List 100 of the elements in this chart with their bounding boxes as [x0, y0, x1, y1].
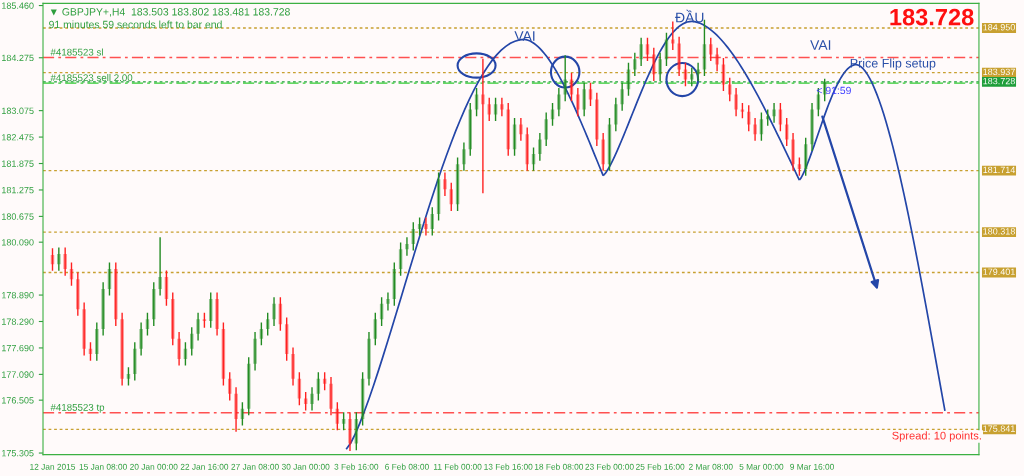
ref-line-label: 183.728 [983, 77, 1015, 85]
candlestick [424, 216, 428, 237]
candlestick [633, 51, 637, 77]
candlestick [443, 171, 447, 197]
x-tick-label: 6 Feb 08:00 [385, 463, 429, 470]
text: 91 minutes 59 seconds left to bar end [49, 20, 222, 29]
candlestick [63, 246, 67, 277]
candlestick [139, 321, 143, 357]
y-tick-label: 185.460 [2, 2, 34, 9]
candlestick [620, 81, 624, 112]
y-tick-label: 181.875 [2, 160, 34, 167]
y-tick-label: 178.290 [2, 318, 34, 325]
x-tick-label: 15 Jan 08:00 [79, 463, 127, 470]
candlestick [538, 132, 542, 162]
candlestick [272, 296, 276, 327]
y-tick-label: 180.675 [2, 213, 34, 220]
candlestick [291, 346, 295, 387]
candlestick [671, 20, 675, 51]
x-tick-label: 3 Feb 16:00 [334, 463, 379, 470]
candlestick [810, 102, 814, 152]
candlestick [557, 87, 561, 117]
ref-line-label: 184.950 [983, 24, 1015, 31]
candlestick [715, 47, 719, 72]
ref-line-label: 175.841 [983, 425, 1015, 432]
x-tick-label: 9 Mar 16:00 [790, 463, 834, 470]
candlestick [101, 281, 105, 337]
annotation: VAI [810, 40, 831, 50]
x-tick-label: 12 Jan 2015 [30, 463, 76, 470]
x-tick-label: 22 Jan 16:00 [180, 463, 229, 470]
y-tick-label: 180.090 [2, 239, 34, 246]
x-tick-label: 13 Feb 16:00 [484, 463, 533, 470]
candlestick [709, 37, 713, 62]
candlestick [652, 47, 656, 82]
candlestick [114, 261, 118, 327]
x-tick-label: 5 Mar 00:00 [739, 463, 784, 470]
candlestick [772, 102, 776, 124]
candlestick [601, 132, 605, 172]
candlestick [525, 126, 529, 172]
candlestick [196, 311, 200, 342]
candlestick [120, 311, 124, 387]
candlestick [177, 331, 181, 367]
ref-line-label: 183.937 [983, 68, 1015, 76]
ref-line-label: #4185523 sell 2.00 [50, 74, 133, 82]
y-tick-label: 176.505 [2, 397, 34, 404]
candlestick [728, 77, 732, 102]
annotation: ĐẦU [675, 9, 704, 23]
x-tick-label: 25 Feb 16:00 [635, 463, 685, 470]
x-tick-label: 2 Mar 08:00 [688, 463, 733, 470]
ref-line-label: 180.318 [983, 228, 1015, 235]
candlestick [158, 236, 162, 297]
y-tick-label: 182.475 [2, 134, 34, 141]
candlestick [658, 51, 662, 82]
candlestick [487, 96, 491, 122]
candlestick [582, 81, 586, 117]
candlestick [57, 246, 61, 272]
candlestick [595, 92, 599, 147]
x-tick-label: 23 Feb 00:00 [585, 463, 634, 470]
candlestick [348, 411, 352, 452]
candlestick [753, 117, 757, 142]
candlestick [506, 102, 510, 157]
y-tick-label: 183.075 [2, 107, 34, 114]
candlestick [310, 386, 314, 412]
candlestick [76, 271, 80, 317]
candlestick [519, 117, 523, 142]
candlestick [544, 111, 548, 147]
candlestick [462, 141, 466, 172]
candlestick [373, 311, 378, 346]
x-tick-label: 11 Feb 00:00 [433, 463, 482, 470]
ref-line-label: 181.714 [983, 166, 1016, 174]
candlestick [329, 376, 333, 417]
y-tick-label: 178.890 [2, 292, 34, 299]
text: Spread: 10 points. [892, 431, 981, 442]
candlestick [683, 62, 688, 87]
y-tick-label: 175.305 [2, 450, 34, 457]
candlestick [82, 301, 86, 357]
candlestick [677, 36, 681, 77]
x-tick-label: 18 Feb 08:00 [534, 463, 584, 470]
x-tick-label: 30 Jan 00:00 [281, 463, 330, 470]
candlestick [481, 58, 485, 194]
candlestick [152, 281, 156, 327]
candlestick [696, 62, 700, 82]
chart-title: ▼ GBPJPY+,H4 183.503 183.802 183.481 183.728 [50, 8, 290, 17]
candlestick [791, 132, 795, 172]
ref-line-label: #4185523 tp [50, 403, 105, 413]
candlestick [563, 54, 567, 102]
candlestick [614, 96, 618, 132]
y-tick-label: 184.275 [2, 54, 34, 62]
x-tick-label: 20 Jan 00:00 [130, 463, 178, 470]
candlestick [367, 331, 371, 387]
candlestick [253, 331, 257, 372]
y-tick-label: 177.690 [2, 344, 34, 352]
ref-line-label: 179.401 [983, 268, 1015, 275]
candlestick [386, 291, 390, 312]
candlestick [95, 321, 99, 362]
candlestick [734, 87, 738, 117]
y-tick-label: 177.090 [2, 371, 34, 378]
candlestick [690, 66, 694, 87]
text: Price Flip setup [850, 58, 936, 71]
candlestick [215, 291, 219, 337]
annotation: VAI [514, 31, 535, 41]
